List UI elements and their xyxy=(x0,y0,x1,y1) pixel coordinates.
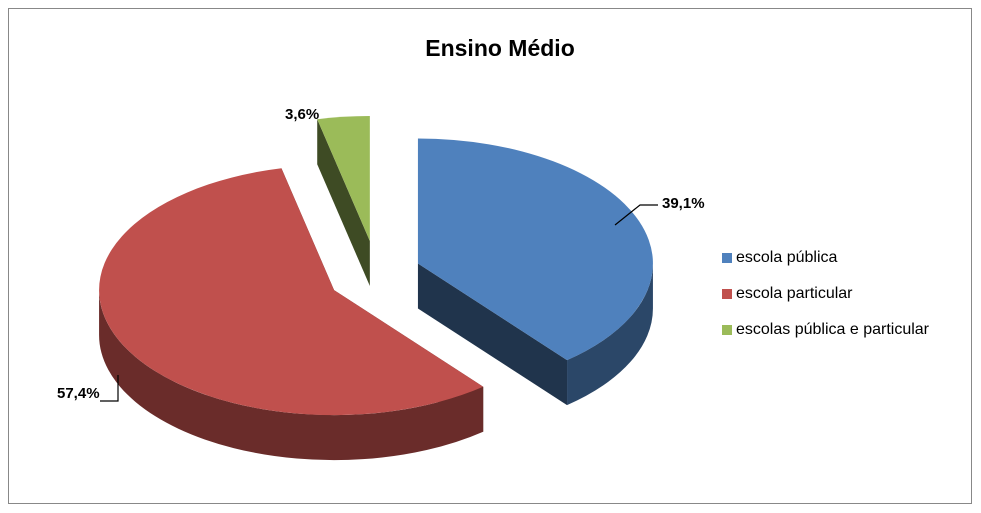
pie xyxy=(99,116,653,461)
data-label: 39,1% xyxy=(662,195,705,212)
data-label: 57,4% xyxy=(57,385,100,402)
leader-line xyxy=(614,204,658,226)
slice xyxy=(317,116,370,242)
legend-label: escola particular xyxy=(736,285,853,302)
legend: escola pública escola particular escolas p… xyxy=(722,249,930,338)
legend-swatch xyxy=(722,289,732,299)
slice xyxy=(99,168,484,416)
slice-side xyxy=(567,263,653,406)
legend-label: escola pública xyxy=(736,249,838,266)
slice-side xyxy=(99,290,484,461)
legend-swatch xyxy=(722,325,732,335)
legend-label: escolas pública e particular xyxy=(736,321,930,338)
slice xyxy=(417,138,653,361)
chart-title: Ensino Médio xyxy=(425,35,575,61)
slice-wall xyxy=(417,263,568,406)
data-label: 3,6% xyxy=(285,106,319,123)
legend-swatch xyxy=(722,253,732,263)
slice-wall xyxy=(317,119,370,287)
leader-line xyxy=(100,375,119,402)
